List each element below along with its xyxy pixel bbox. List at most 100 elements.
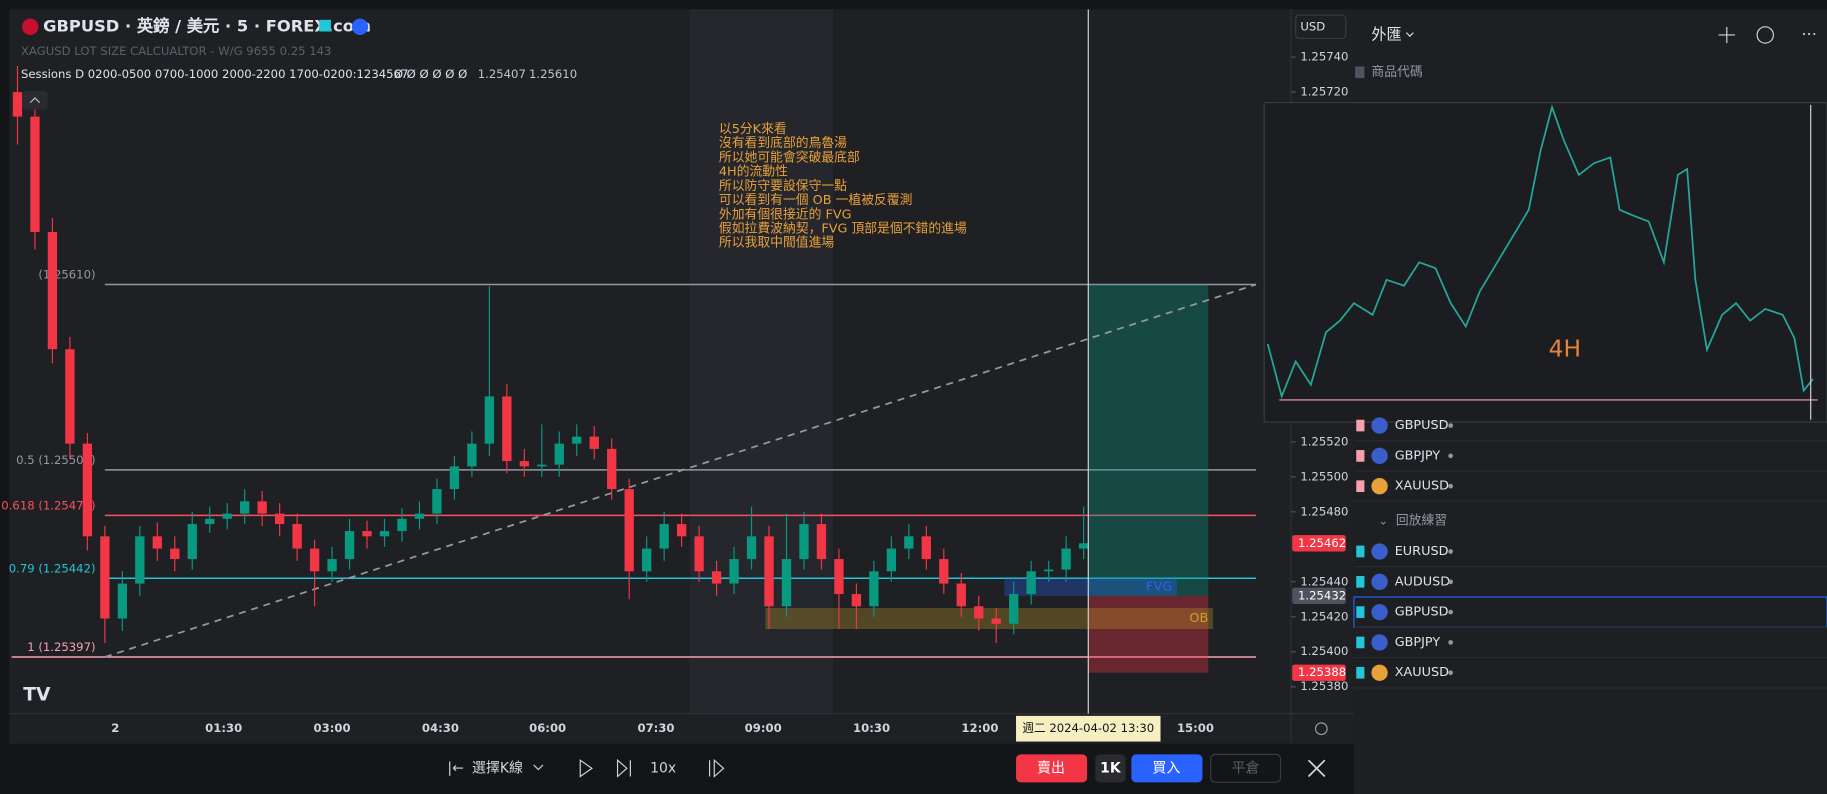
quantity-box[interactable]	[1095, 754, 1126, 783]
speed[interactable]: 10x	[650, 760, 676, 776]
watchlist-title[interactable]: 外匯	[1371, 25, 1401, 43]
candle-body	[834, 559, 844, 595]
sell-button[interactable]	[1016, 754, 1088, 783]
flag-icon	[22, 18, 39, 35]
candle-body	[240, 501, 250, 514]
play-button[interactable]	[579, 759, 593, 778]
price-tick-label: 1.25720	[1300, 85, 1348, 99]
jump-button[interactable]	[709, 758, 725, 778]
symbol-icon	[1371, 573, 1388, 590]
price-tick-label: 1.25420	[1300, 609, 1348, 623]
symbol[interactable]: XAUUSD	[1395, 479, 1449, 494]
status-dot	[1448, 483, 1453, 489]
candle-body	[974, 606, 984, 619]
crosshair-time-box	[1016, 715, 1161, 742]
sessions-label: Sessions D 0200-0500 0700-1000 2000-2200…	[21, 67, 408, 81]
sell-label[interactable]: 賣出	[1037, 760, 1065, 776]
candle-body	[519, 461, 529, 467]
currency[interactable]: USD	[1300, 19, 1325, 33]
candle-body	[869, 571, 879, 607]
add-button[interactable]	[1718, 26, 1735, 44]
exit-replay[interactable]	[1307, 759, 1326, 778]
candle-body	[467, 443, 477, 467]
price-tick-label: 1.25400	[1300, 644, 1348, 658]
time-label: 15:00	[1177, 721, 1214, 735]
price-tick-label: 1.25500	[1300, 469, 1348, 483]
row-flag	[1356, 419, 1365, 432]
symbol-icon	[1371, 447, 1388, 465]
close-label[interactable]: 平倉	[1232, 760, 1260, 776]
quantity[interactable]: 1K	[1100, 760, 1122, 776]
symbol[interactable]: GBPUSD	[1395, 605, 1449, 620]
sessions-high: 1.25610	[529, 67, 577, 81]
close-button[interactable]	[1210, 753, 1282, 783]
candle-body	[746, 536, 757, 560]
price-tick-label: 1.25480	[1300, 504, 1348, 518]
candle-body	[676, 524, 687, 537]
dropdown[interactable]	[1405, 32, 1414, 37]
buy-label[interactable]: 買入	[1152, 760, 1180, 776]
replay-toolbar	[9, 743, 1354, 794]
candle-body	[921, 536, 931, 560]
candle-body	[659, 524, 669, 549]
row-flag	[1356, 575, 1365, 588]
select-bar[interactable]: 選擇K線	[472, 760, 523, 776]
replay-icon[interactable]	[351, 18, 369, 35]
candle-body	[554, 443, 564, 465]
candle-body	[30, 116, 40, 233]
candle-body	[309, 548, 320, 572]
time-label: 03:00	[314, 721, 351, 735]
price-badge	[1292, 587, 1346, 604]
candle-body	[572, 436, 582, 444]
zone-label: FVG	[1146, 580, 1172, 595]
more-button[interactable]: ···	[1801, 24, 1817, 43]
symbol[interactable]: EURUSD	[1395, 544, 1449, 559]
symbol[interactable]: GBPJPY	[1395, 448, 1441, 463]
buy-button[interactable]	[1131, 754, 1203, 783]
symbol[interactable]: AUDUSD	[1395, 574, 1451, 589]
row-flag	[1356, 480, 1365, 493]
price-badge-label: 1.25432	[1298, 588, 1346, 602]
candle-body	[886, 548, 897, 572]
group-title[interactable]: 回放練習	[1396, 514, 1447, 529]
symbol[interactable]: XAUUSD	[1395, 665, 1449, 680]
chart-pane	[9, 9, 1292, 714]
bar-select-icon[interactable]: |←	[447, 760, 463, 776]
dropdown[interactable]	[533, 764, 544, 771]
candle-body	[851, 594, 862, 607]
candle-body	[12, 92, 23, 117]
status-dot	[1448, 549, 1453, 554]
candle-body	[729, 559, 739, 584]
candle-body	[47, 232, 58, 350]
price-badge	[1292, 535, 1346, 552]
candle-body	[502, 396, 512, 462]
annotation-line: 所以我取中間值進場	[719, 235, 834, 251]
candle-body	[187, 524, 197, 560]
symbol[interactable]: GBPJPY	[1395, 635, 1441, 650]
chart-icon[interactable]	[1756, 26, 1774, 44]
annotation-line: 外加有個很接近的 FVG	[719, 206, 852, 222]
candle-body	[1044, 569, 1054, 572]
inset-chart	[1263, 102, 1827, 423]
symbol-icon	[1371, 478, 1388, 495]
status-dot	[1448, 579, 1453, 585]
symbol[interactable]: GBPUSD	[1395, 418, 1449, 433]
candle-body	[1026, 571, 1036, 595]
sessions-low: 1.25407	[478, 67, 526, 81]
candle-body	[1061, 548, 1071, 570]
settings-icon[interactable]	[1314, 722, 1328, 736]
candle-body	[816, 524, 827, 560]
candle-body	[65, 349, 75, 444]
currency-select[interactable]	[1295, 14, 1347, 40]
candle-body	[537, 464, 547, 467]
row-flag	[1356, 666, 1365, 679]
step-button[interactable]	[616, 758, 631, 778]
fib-label: 0.618 (1.25478)	[1, 499, 95, 513]
collapse-button[interactable]	[22, 90, 48, 110]
candle-body	[711, 571, 722, 584]
flag	[1355, 66, 1365, 79]
chevron: ⌄	[1378, 514, 1388, 528]
candle-body	[100, 536, 110, 619]
